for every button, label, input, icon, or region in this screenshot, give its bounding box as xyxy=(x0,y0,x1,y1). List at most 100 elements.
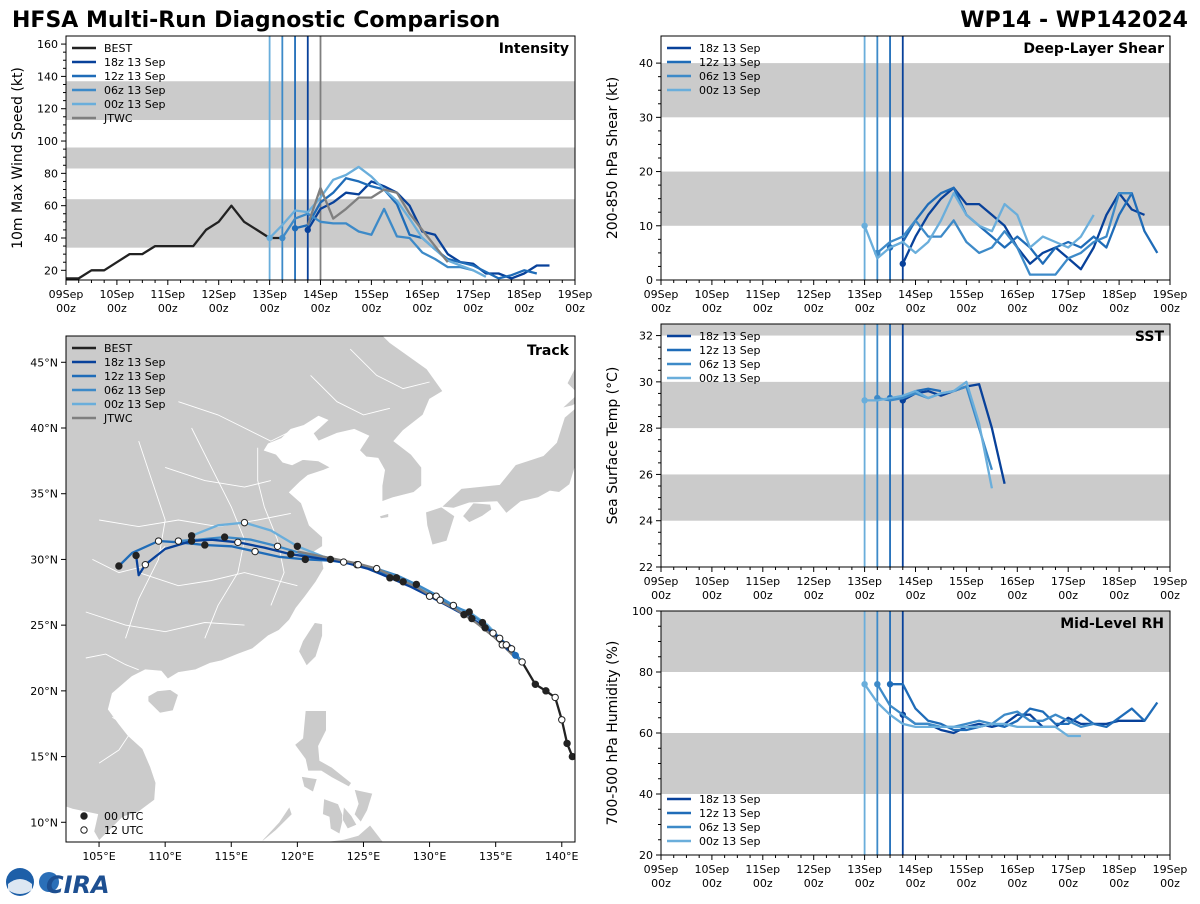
series-start-point xyxy=(886,681,894,688)
y-tick-label: 0 xyxy=(646,274,653,287)
x-tick-sublabel: 00z xyxy=(1109,302,1129,315)
province-border xyxy=(310,375,391,416)
y-axis-label: 10m Max Wind Speed (kt) xyxy=(10,67,26,249)
track-marker-12utc xyxy=(339,558,348,566)
x-tick-label: 09Sep xyxy=(644,575,679,588)
track-marker-00utc xyxy=(392,574,401,582)
y-tick-label: 22 xyxy=(639,561,653,574)
lat-tick-label: 40°N xyxy=(30,422,58,435)
y-axis-label: 200-850 hPa Shear (kt) xyxy=(605,77,621,239)
track-marker-12utc xyxy=(251,547,259,556)
asia-mainland xyxy=(66,336,444,842)
lon-tick-label: 110°E xyxy=(148,850,181,863)
track-marker-00utc xyxy=(468,614,476,623)
legend-label: 00 UTC xyxy=(104,810,144,823)
x-tick-label: 10Sep xyxy=(695,288,730,301)
track-marker-12utc xyxy=(354,560,362,569)
legend-label: 12z 13 Sep xyxy=(699,807,761,820)
y-tick-label: 60 xyxy=(44,200,58,213)
sst-panel: 22242628303209Sep00z10Sep00z11Sep00z12Se… xyxy=(605,323,1188,602)
x-tick-sublabel: 00z xyxy=(107,302,127,315)
x-tick-sublabel: 00z xyxy=(804,302,824,315)
lat-tick-label: 45°N xyxy=(30,356,58,369)
cira-logo: CIRA xyxy=(6,868,110,899)
intensity-panel: 2040608010012014016009Sep00z10Sep00z11Se… xyxy=(10,35,592,315)
x-tick-sublabel: 00z xyxy=(412,302,432,315)
x-tick-sublabel: 00z xyxy=(311,302,331,315)
series-line-jtwc xyxy=(306,186,449,263)
x-tick-sublabel: 00z xyxy=(209,302,229,315)
x-tick-label: 19Sep xyxy=(1153,575,1188,588)
y-axis-label: 700-500 hPa Humidity (%) xyxy=(605,641,621,826)
legend-label: JTWC xyxy=(103,112,133,125)
threshold-band xyxy=(661,324,1170,336)
x-tick-sublabel: 00z xyxy=(463,302,483,315)
figure-title: HFSA Multi-Run Diagnostic Comparison xyxy=(12,8,500,33)
track-marker-12utc xyxy=(436,596,444,604)
lon-tick-label: 105°E xyxy=(82,850,115,863)
x-tick-label: 15Sep xyxy=(949,863,984,876)
x-tick-label: 09Sep xyxy=(644,288,679,301)
series-start-point xyxy=(279,234,286,242)
panel-title: Intensity xyxy=(499,41,569,57)
x-tick-sublabel: 00z xyxy=(1007,877,1027,890)
x-tick-label: 16Sep xyxy=(405,288,440,301)
series-start-point xyxy=(861,222,868,229)
y-tick-label: 80 xyxy=(44,167,58,180)
series-line-best xyxy=(66,204,283,280)
lon-tick-label: 125°E xyxy=(347,850,380,863)
y-tick-label: 28 xyxy=(639,422,653,435)
y-tick-label: 160 xyxy=(37,38,58,51)
series-line-18z-13-sep xyxy=(901,186,1145,271)
track-marker-12utc xyxy=(372,564,381,573)
series-start-point xyxy=(899,260,906,267)
legend-label: 06z 13 Sep xyxy=(699,821,761,834)
series-start-point xyxy=(266,234,273,242)
series-line-18z-13-sep xyxy=(306,180,550,280)
y-tick-label: 26 xyxy=(639,468,653,481)
x-tick-label: 14Sep xyxy=(303,288,338,301)
series-line-06z-13-sep xyxy=(281,207,474,272)
track-marker-00utc xyxy=(531,680,540,688)
map-frame xyxy=(65,335,576,843)
panay-negros-island xyxy=(322,798,345,835)
x-tick-label: 18Sep xyxy=(1102,575,1137,588)
track-marker-00utc xyxy=(187,537,196,545)
x-tick-label: 14Sep xyxy=(898,288,933,301)
y-tick-label: 20 xyxy=(44,264,58,277)
x-tick-label: 15Sep xyxy=(354,288,389,301)
lat-tick-label: 30°N xyxy=(30,553,58,566)
legend-label: 12z 13 Sep xyxy=(699,56,761,69)
y-tick-label: 140 xyxy=(37,70,58,83)
lat-tick-label: 15°N xyxy=(30,751,58,764)
jeju-island xyxy=(378,512,390,520)
noaa-wave-icon xyxy=(8,879,32,894)
x-tick-label: 15Sep xyxy=(949,288,984,301)
legend-label: 06z 13 Sep xyxy=(699,358,761,371)
series-line-12z-13-sep xyxy=(890,683,1159,732)
cebu-bohol-island xyxy=(341,805,358,830)
x-tick-label: 13Sep xyxy=(847,288,882,301)
legend-label: 18z 13 Sep xyxy=(699,42,761,55)
x-tick-sublabel: 00z xyxy=(957,877,977,890)
lon-tick-label: 120°E xyxy=(281,850,314,863)
x-tick-sublabel: 00z xyxy=(957,302,977,315)
province-border xyxy=(349,348,430,390)
x-tick-label: 09Sep xyxy=(644,863,679,876)
track-marker-12utc xyxy=(449,601,458,610)
legend-marker-12utc xyxy=(80,826,88,834)
y-tick-label: 24 xyxy=(639,515,653,528)
track-marker-00utc xyxy=(201,541,209,549)
y-tick-label: 30 xyxy=(639,111,653,124)
series-line-12z-13-sep xyxy=(889,186,1159,265)
x-tick-sublabel: 00z xyxy=(1109,877,1129,890)
track-marker-12utc xyxy=(174,537,183,545)
x-tick-sublabel: 00z xyxy=(651,877,671,890)
x-tick-sublabel: 00z xyxy=(651,302,671,315)
legend-label: JTWC xyxy=(103,412,133,425)
x-tick-label: 18Sep xyxy=(1102,288,1137,301)
x-tick-label: 13Sep xyxy=(847,575,882,588)
threshold-band xyxy=(661,474,1170,521)
track-marker-12utc xyxy=(489,629,497,637)
track-start-point xyxy=(512,651,520,659)
